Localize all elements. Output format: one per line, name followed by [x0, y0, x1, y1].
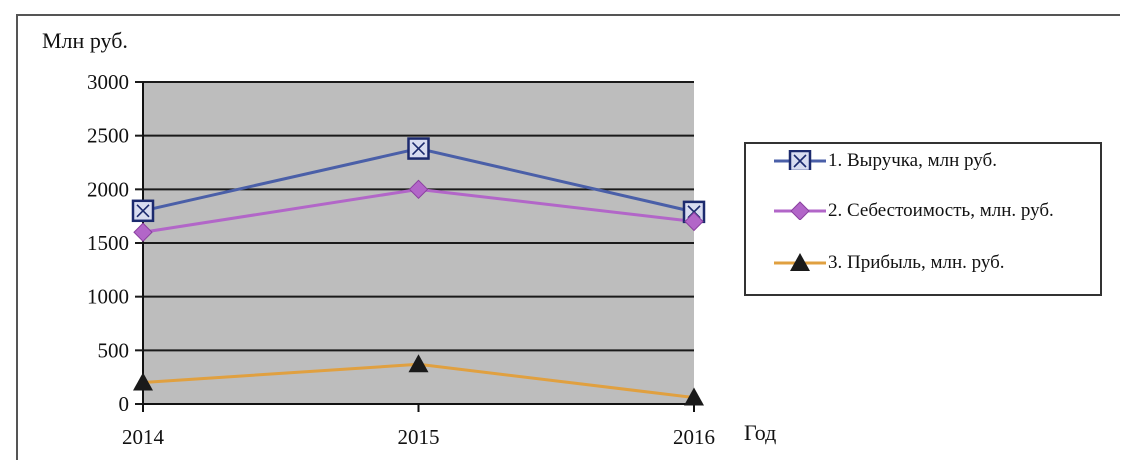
- legend-item-profit: 3. Прибыль, млн. руб.: [774, 252, 1090, 274]
- data-point-profit: [408, 354, 429, 373]
- data-point-revenue: [131, 199, 155, 223]
- y-tick-label: 1000: [87, 285, 129, 309]
- x-tick-labels: 2014 2015 2016: [122, 404, 715, 449]
- legend-key-cost: [774, 201, 826, 220]
- x-tick-label: 2015: [398, 425, 440, 449]
- legend-marker: [790, 201, 810, 220]
- legend-marker: [790, 253, 810, 271]
- legend-marker: [788, 150, 812, 170]
- y-tick-label: 3000: [87, 70, 129, 94]
- series-markers: [131, 137, 706, 406]
- y-tick-label: 500: [98, 338, 130, 362]
- x-axis-label: Год: [744, 420, 776, 445]
- data-point-revenue: [407, 137, 430, 160]
- y-tick-label: 1500: [87, 231, 129, 255]
- y-tick-labels: 0 500 1000 1500 2000 2500 3000: [87, 70, 143, 416]
- y-tick-label: 0: [119, 392, 130, 416]
- legend-label-profit: 3. Прибыль, млн. руб.: [828, 252, 1005, 273]
- data-point-cost: [684, 211, 704, 232]
- legend-key-profit: [774, 253, 826, 271]
- x-tick-label: 2016: [673, 425, 715, 449]
- x-tick-label: 2014: [122, 425, 165, 449]
- legend-label-revenue: 1. Выручка, млн руб.: [828, 150, 997, 171]
- data-point-cost: [408, 179, 429, 200]
- data-point-cost: [133, 222, 153, 242]
- legend-item-revenue: 1. Выручка, млн руб.: [774, 150, 1090, 172]
- legend-label-cost: 2. Себестоимость, млн. руб.: [828, 200, 1054, 221]
- chart-legend: 1. Выручка, млн руб. 2. Себестоимость, м…: [744, 142, 1102, 296]
- data-point-profit: [133, 372, 153, 391]
- y-tick-label: 2500: [87, 124, 129, 148]
- y-tick-label: 2000: [87, 177, 129, 201]
- legend-key-revenue: [774, 150, 826, 170]
- legend-item-cost: 2. Себестоимость, млн. руб.: [774, 200, 1090, 222]
- grid-lines: [143, 81, 694, 352]
- data-point-profit: [684, 387, 704, 406]
- y-axis-label: Млн руб.: [42, 28, 128, 53]
- chart-frame: [16, 14, 1120, 460]
